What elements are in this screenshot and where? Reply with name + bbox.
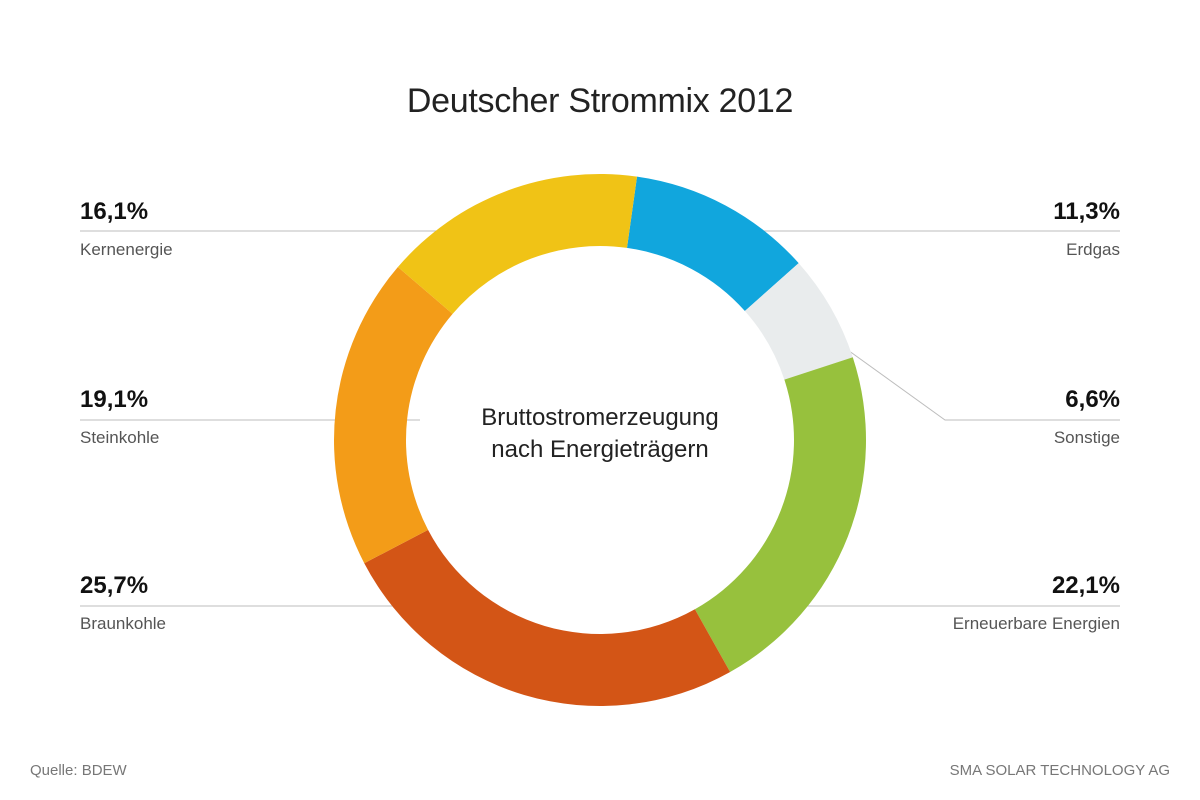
slice-sonstige <box>744 263 853 380</box>
value-label-kernenergie: 16,1% <box>80 198 149 225</box>
value-label-sonstige: 6,6% <box>1065 386 1120 413</box>
value-label-erdgas: 11,3% <box>1053 198 1120 225</box>
center-label-line1: Bruttostromerzeugung <box>481 404 719 431</box>
slice-erneuerbare-energien <box>694 357 866 673</box>
slice-braunkohle <box>364 529 731 706</box>
label-erneuerbare-energien: 22,1% Erneuerbare Energien <box>700 572 1120 634</box>
credit-note: SMA SOLAR TECHNOLOGY AG <box>949 762 1170 779</box>
value-label-erneuerbare-energien: 22,1% <box>1051 572 1120 599</box>
category-label-sonstige: Sonstige <box>1053 428 1120 447</box>
label-sonstige: 6,6% Sonstige <box>700 386 1120 448</box>
value-label-braunkohle: 25,7% <box>80 572 149 599</box>
slice-kernenergie <box>397 174 638 314</box>
slice-erdgas <box>626 176 799 311</box>
slice-steinkohle <box>334 267 453 564</box>
source-note: Quelle: BDEW <box>30 762 127 779</box>
category-label-erdgas: Erdgas <box>1066 240 1120 259</box>
leader-lines <box>80 230 1120 607</box>
label-erdgas: 11,3% Erdgas <box>700 198 1120 260</box>
leader-line-sonstige <box>819 329 1120 421</box>
category-label-kernenergie: Kernenergie <box>80 240 173 259</box>
label-kernenergie: 16,1% Kernenergie <box>80 198 500 260</box>
category-label-braunkohle: Braunkohle <box>80 614 167 633</box>
category-label-steinkohle: Steinkohle <box>80 428 160 447</box>
label-braunkohle: 25,7% Braunkohle <box>80 572 500 634</box>
chart-title: Deutscher Strommix 2012 <box>406 82 794 120</box>
value-label-steinkohle: 19,1% <box>80 386 149 413</box>
center-label-line2: nach Energieträgern <box>491 436 709 463</box>
label-steinkohle: 19,1% Steinkohle <box>80 386 500 448</box>
donut-slices <box>334 174 866 706</box>
center-label: Bruttostromerzeugung nach Energieträgern <box>400 402 800 466</box>
category-label-erneuerbare-energien: Erneuerbare Energien <box>952 614 1120 633</box>
